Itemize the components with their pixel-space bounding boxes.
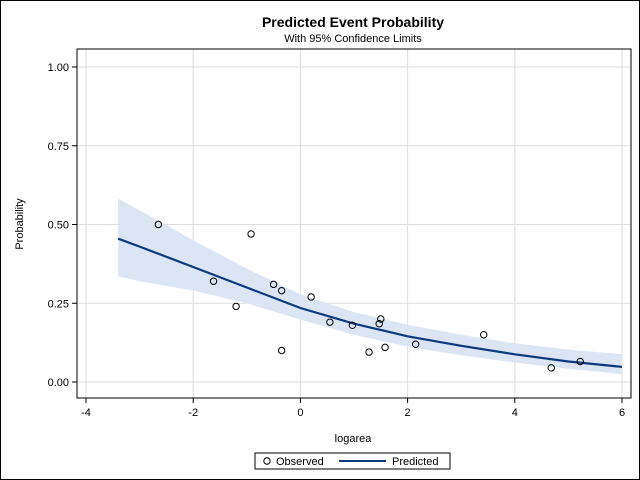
observed-point [348,321,357,329]
chart-title: Predicted Event Probability [262,14,444,30]
x-tick-label: 6 [619,407,625,419]
plot-border [76,48,632,399]
y-tick-label: 0.50 [48,220,69,232]
y-axis-label: Probability [14,198,26,250]
observed-point [247,230,255,238]
observed-point [326,318,334,326]
y-tick-label: 1.00 [48,62,69,74]
plot-background [77,49,631,398]
predicted-line [117,237,623,368]
chart-subtitle: With 95% Confidence Limits [284,33,422,45]
observed-point [154,220,163,229]
observed-markers [154,220,584,372]
observed-point [365,348,373,356]
observed-point [232,302,240,311]
observed-point [576,357,584,366]
observed-point [377,315,385,323]
observed-point [209,277,218,285]
observed-point [307,293,315,301]
observed-point [269,280,278,289]
observed-point [381,343,389,352]
x-tick-label: -4 [81,407,91,419]
gridlines [77,49,631,398]
observed-point [480,331,488,339]
legend-predicted-label: Predicted [392,456,438,468]
y-axis: 0.00 0.25 0.50 0.75 1.00 [48,62,77,389]
x-tick-label: 2 [405,407,411,419]
observed-point [411,340,420,348]
y-tick-label: 0.75 [48,141,69,153]
legend-observed-marker [263,457,271,465]
plot-area [76,48,632,399]
x-axis: -4 -2 0 2 4 6 [81,398,625,419]
x-tick-label: 4 [512,407,518,419]
x-tick-label: 0 [297,407,303,419]
observed-point [277,286,286,295]
x-axis-label: logarea [335,433,373,445]
x-tick-label: -2 [188,407,198,419]
observed-point [547,364,555,372]
legend-observed-label: Observed [276,456,324,468]
y-tick-label: 0.00 [48,377,69,389]
observed-point [277,346,286,355]
confidence-band [118,198,622,375]
legend: Observed Predicted [254,452,451,470]
observed-point [375,320,383,328]
y-tick-label: 0.25 [48,298,69,310]
